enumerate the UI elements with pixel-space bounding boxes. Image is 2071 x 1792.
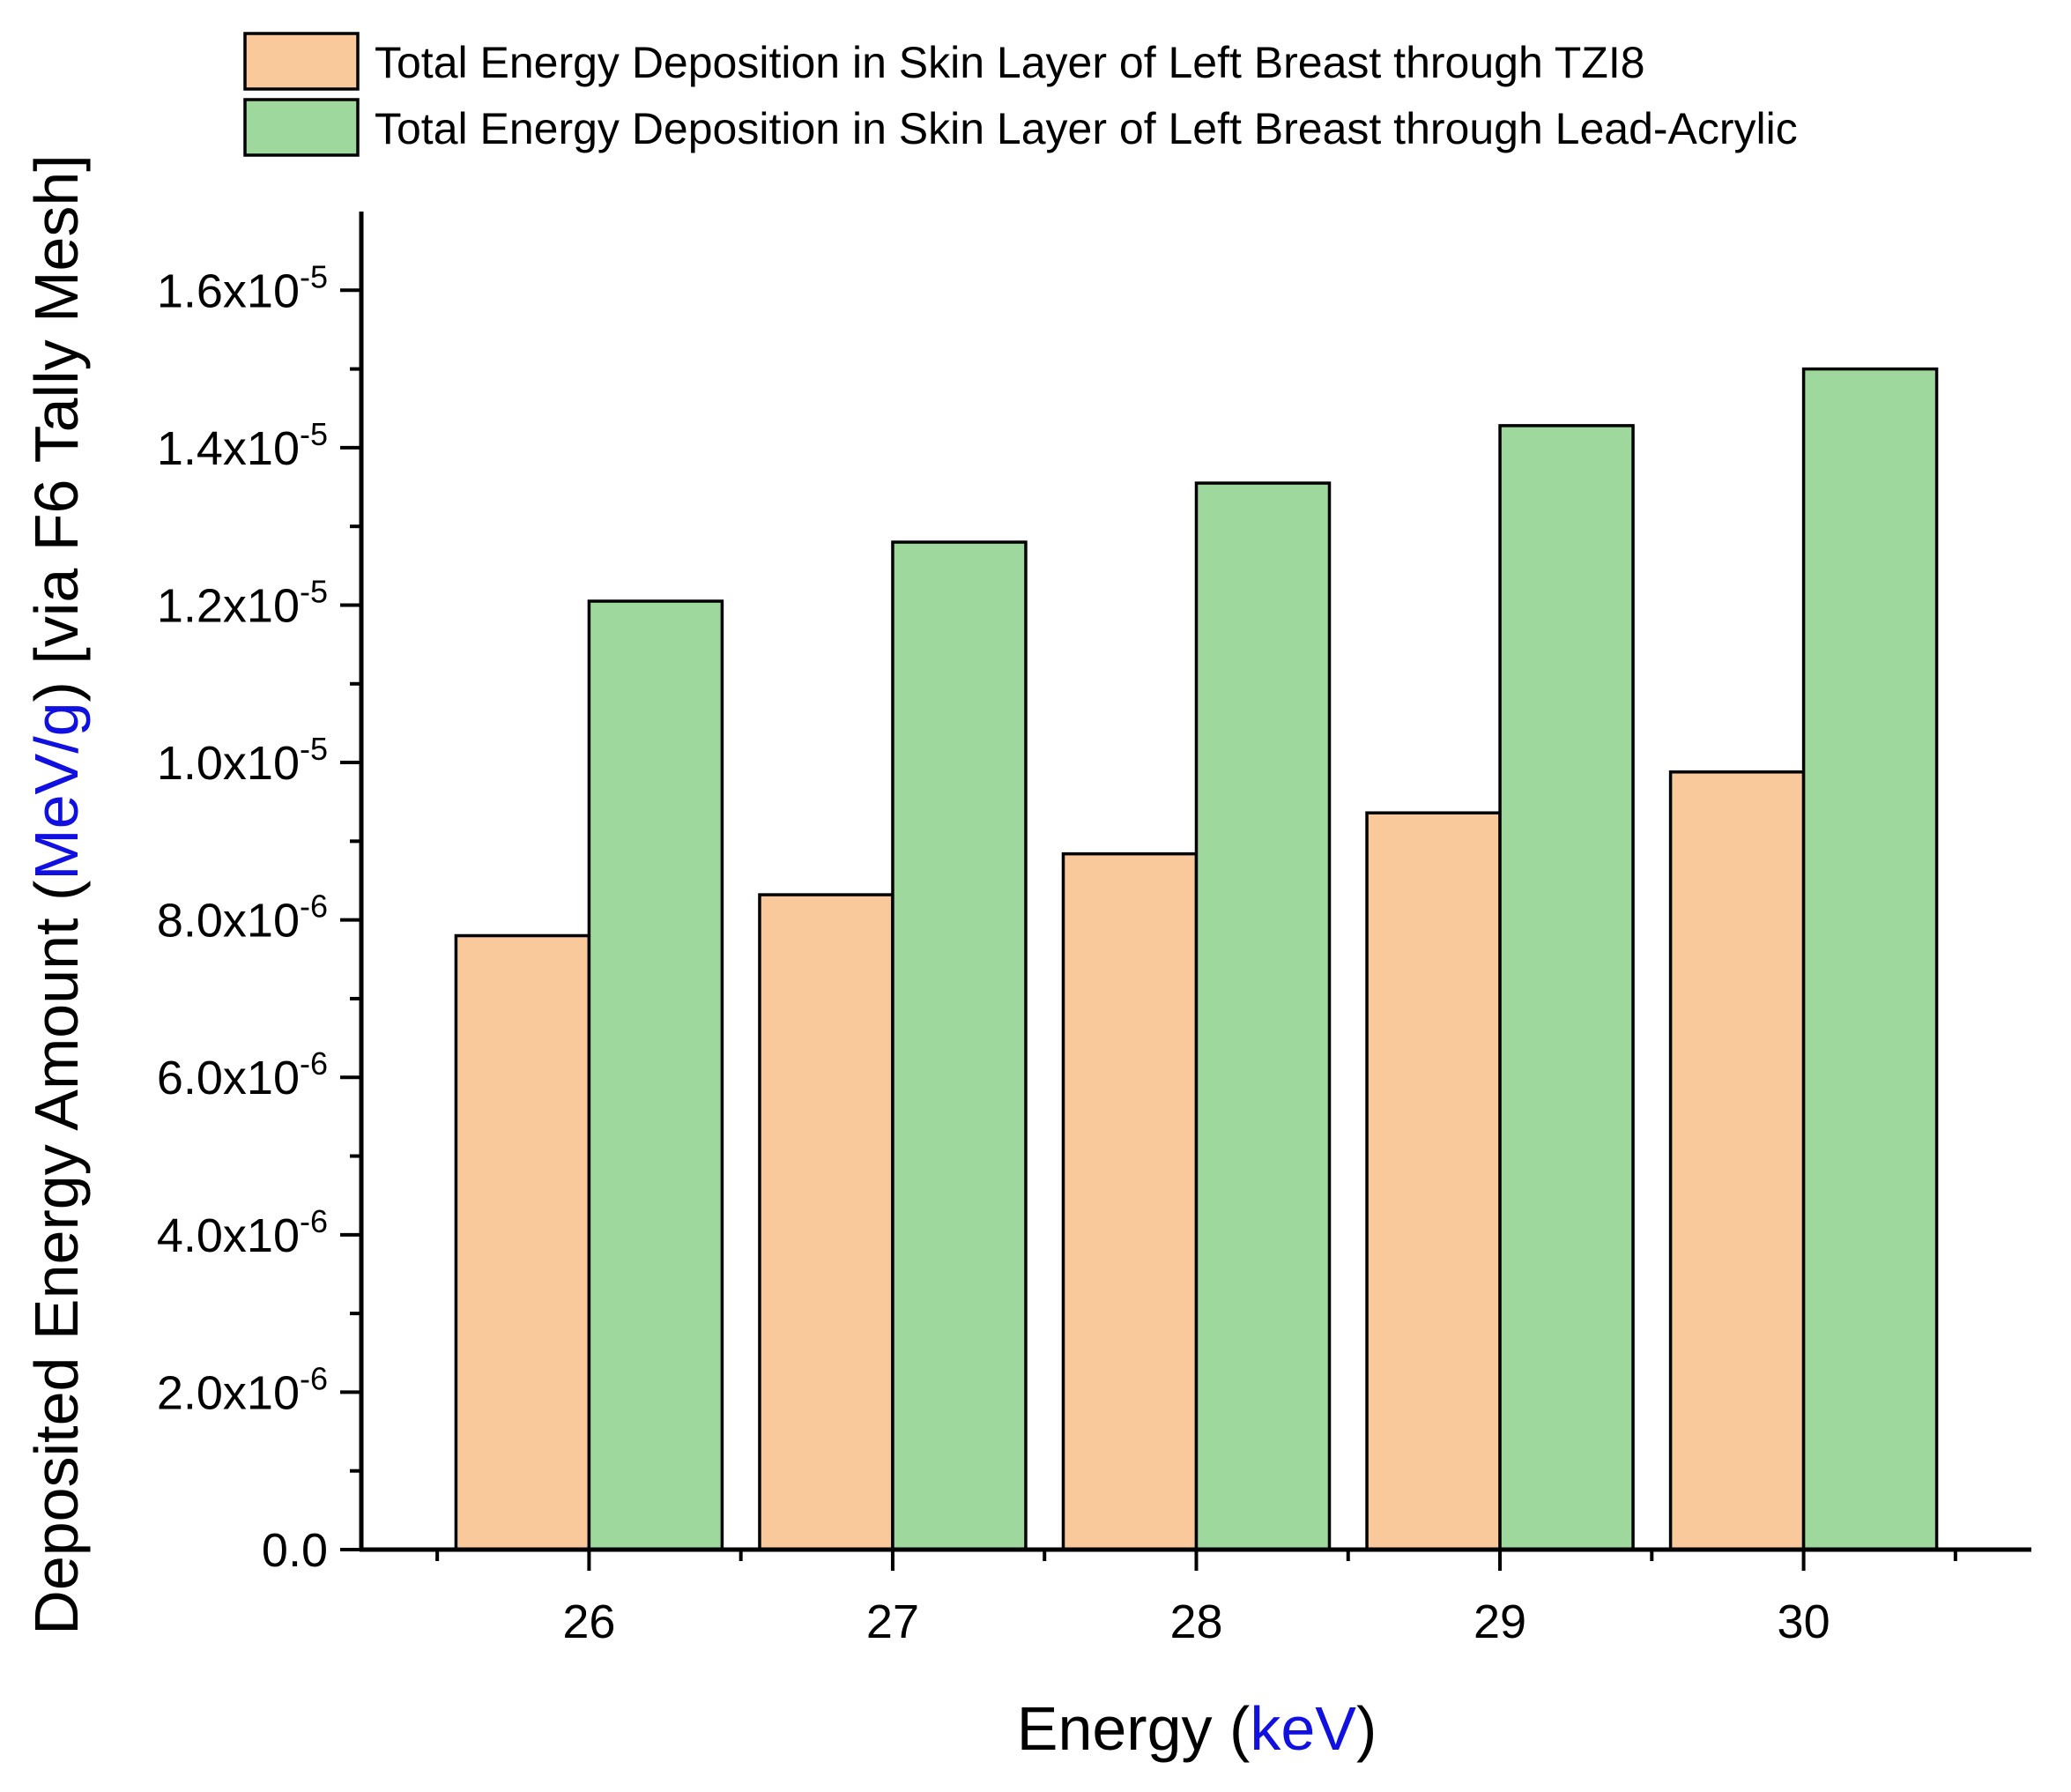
y-tick-label: 4.0x10-6 [157,1203,328,1262]
bar-series1-29 [1365,811,1502,1551]
legend-swatch-series2 [243,98,360,157]
x-tick-label: 30 [1778,1595,1830,1648]
y-axis-ticks: 0.0 2.0x10-6 4.0x10-6 6.0x10-6 8.0x10-6 1.0x1… [157,258,361,1577]
bar-series1-27 [758,893,894,1551]
x-axis-unit: keV [1250,1694,1356,1763]
bar-series1-30 [1668,770,1806,1551]
bar-series2-28 [1194,481,1332,1551]
bar-series1-26 [454,933,591,1551]
y-tick-label: 2.0x10-6 [157,1360,328,1419]
bar-series2-30 [1801,367,1939,1551]
x-tick-label: 29 [1473,1595,1526,1648]
legend: Total Energy Deposition in Skin Layer of… [243,32,1798,157]
bar-series2-26 [587,599,724,1551]
y-tick-label: 1.0x10-5 [157,731,328,790]
x-axis-title: Energy (keV) [1017,1694,1377,1763]
bar-series1-28 [1061,851,1199,1551]
y-tick-label: 1.6x10-5 [157,258,328,317]
y-tick-label: 8.0x10-6 [157,889,328,948]
x-tick-label: 28 [1169,1595,1222,1648]
y-axis-title: Deposited Energy Amount (MeV/g) [via F6 … [22,154,91,1634]
legend-swatch-series1 [243,32,360,91]
bar-series2-27 [891,540,1028,1551]
x-tick-label: 27 [866,1595,919,1648]
y-tick-label: 1.4x10-5 [157,416,328,475]
legend-label-series1: Total Energy Deposition in Skin Layer of… [375,38,1645,87]
y-tick-label: 1.2x10-5 [157,573,328,632]
legend-label-series2: Total Energy Deposition in Skin Layer of… [375,104,1798,153]
x-axis-ticks: 26 27 28 29 30 [435,1550,1957,1648]
y-tick-label: 6.0x10-6 [157,1045,328,1104]
plot-bars [454,367,1939,1551]
y-axis-unit: MeV/g [22,702,91,880]
bar-series2-29 [1498,424,1635,1551]
y-tick-label: 0.0 [262,1524,328,1577]
x-tick-label: 26 [562,1595,615,1648]
